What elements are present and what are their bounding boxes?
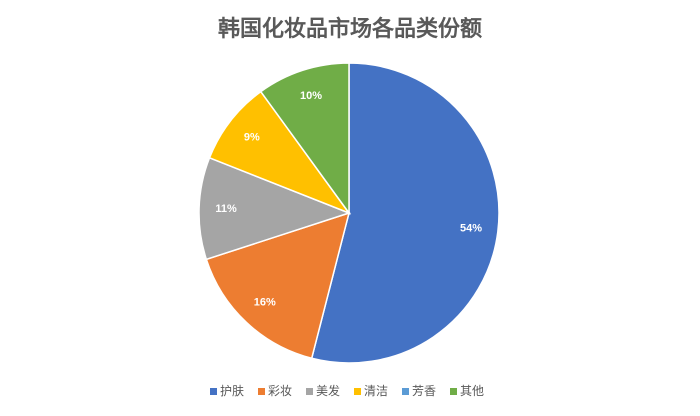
pie-slice <box>198 156 352 261</box>
legend-label: 其他 <box>460 384 484 398</box>
pie-slice <box>310 62 500 364</box>
legend-label: 彩妆 <box>268 384 292 398</box>
pie-slice <box>208 90 352 215</box>
data-label: 16% <box>254 297 276 309</box>
data-label: 11% <box>215 203 237 215</box>
legend-swatch <box>258 388 265 395</box>
pie-slice <box>259 62 350 216</box>
pie-slice <box>205 211 351 360</box>
data-label: 9% <box>244 132 260 144</box>
data-label: 54% <box>460 222 482 234</box>
legend-label: 美发 <box>316 383 340 398</box>
legend-swatch <box>210 388 217 395</box>
legend-label: 清洁 <box>364 384 388 398</box>
legend-swatch <box>306 388 313 395</box>
data-label: 10% <box>300 90 322 102</box>
legend-label: 护肤 <box>220 383 244 398</box>
legend-swatch <box>354 388 361 395</box>
legend-swatch <box>450 388 457 395</box>
chart-title: 韩国化妆品市场各品类份额 <box>218 16 482 41</box>
legend-label: 芳香 <box>412 384 436 398</box>
legend-swatch <box>402 388 409 395</box>
